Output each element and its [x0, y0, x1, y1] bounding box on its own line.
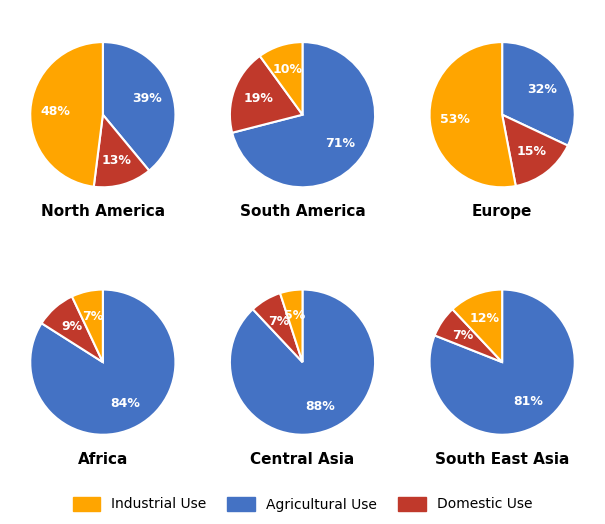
- Text: 71%: 71%: [325, 137, 355, 150]
- Wedge shape: [502, 115, 568, 186]
- Wedge shape: [253, 293, 302, 362]
- Text: 7%: 7%: [453, 329, 474, 342]
- Text: 19%: 19%: [243, 92, 273, 105]
- Text: 15%: 15%: [516, 146, 546, 158]
- Title: North America: North America: [41, 204, 165, 219]
- Title: Africa: Africa: [77, 452, 128, 466]
- Text: 53%: 53%: [440, 113, 470, 126]
- Title: Central Asia: Central Asia: [250, 452, 355, 466]
- Wedge shape: [72, 290, 103, 362]
- Wedge shape: [230, 56, 302, 133]
- Wedge shape: [103, 42, 175, 171]
- Wedge shape: [430, 290, 575, 435]
- Wedge shape: [232, 42, 375, 187]
- Legend: Industrial Use, Agricultural Use, Domestic Use: Industrial Use, Agricultural Use, Domest…: [67, 491, 538, 517]
- Wedge shape: [280, 290, 302, 362]
- Text: 9%: 9%: [61, 320, 82, 333]
- Text: 7%: 7%: [82, 310, 103, 323]
- Text: 32%: 32%: [527, 83, 557, 96]
- Wedge shape: [230, 290, 375, 435]
- Text: 48%: 48%: [41, 105, 71, 118]
- Text: 88%: 88%: [305, 399, 335, 412]
- Wedge shape: [502, 42, 575, 146]
- Text: 10%: 10%: [273, 63, 303, 77]
- Wedge shape: [30, 290, 175, 435]
- Text: 5%: 5%: [284, 309, 306, 322]
- Wedge shape: [260, 42, 302, 115]
- Title: Europe: Europe: [472, 204, 532, 219]
- Title: South America: South America: [240, 204, 365, 219]
- Text: 84%: 84%: [111, 397, 140, 410]
- Wedge shape: [30, 42, 103, 187]
- Text: 81%: 81%: [514, 395, 544, 408]
- Text: 39%: 39%: [132, 92, 162, 105]
- Text: 7%: 7%: [268, 315, 289, 328]
- Text: 13%: 13%: [101, 154, 131, 167]
- Wedge shape: [94, 115, 149, 187]
- Wedge shape: [434, 309, 502, 362]
- Text: 12%: 12%: [469, 312, 500, 325]
- Wedge shape: [453, 290, 502, 362]
- Wedge shape: [42, 297, 103, 362]
- Wedge shape: [430, 42, 515, 187]
- Title: South East Asia: South East Asia: [435, 452, 569, 466]
